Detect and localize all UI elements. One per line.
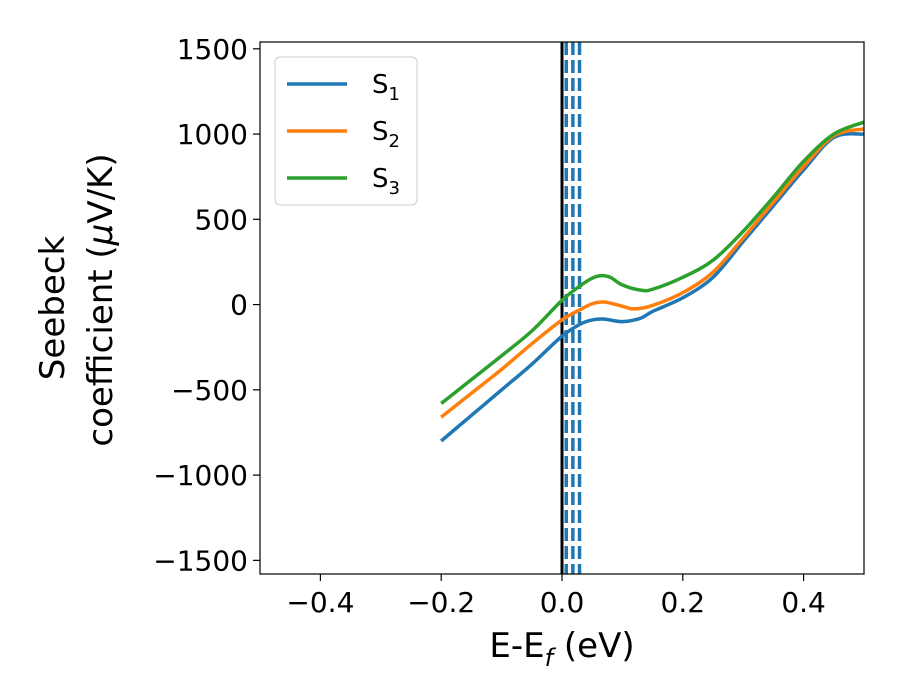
legend-label-s2: S2: [372, 117, 400, 152]
series-line-s2: [440, 127, 864, 419]
x-tick-label: −0.4: [286, 586, 354, 619]
legend-label-s1: S1: [372, 70, 400, 105]
y-tick-label: 500: [195, 203, 248, 236]
y-tick-label: 1500: [177, 33, 248, 66]
y-axis-title-line1: Seebeck: [33, 236, 73, 381]
series-lines: [440, 120, 864, 443]
x-axis-title: E-Ef (eV): [489, 626, 634, 672]
x-tick-label: −0.2: [407, 586, 475, 619]
y-tick-label: 0: [230, 289, 248, 322]
x-tick-label: 0.4: [781, 586, 826, 619]
series-line-s1: [440, 132, 864, 443]
y-tick-label: −500: [171, 374, 248, 407]
reference-lines: [560, 42, 582, 574]
y-axis-title-line2: coefficient (μV/K): [81, 153, 121, 446]
series-line-s3: [440, 120, 864, 405]
y-axis-ticks: −1500 −1000 −500 0 500 1000 1500: [153, 33, 260, 577]
x-tick-label: 0.0: [540, 586, 585, 619]
y-tick-label: 1000: [177, 118, 248, 151]
y-tick-label: −1500: [153, 544, 248, 577]
x-tick-label: 0.2: [661, 586, 706, 619]
legend-label-s3: S3: [372, 164, 400, 199]
legend: S1 S2 S3: [274, 56, 418, 206]
y-tick-label: −1000: [153, 459, 248, 492]
x-axis-ticks: −0.4 −0.2 0.0 0.2 0.4: [286, 574, 826, 619]
